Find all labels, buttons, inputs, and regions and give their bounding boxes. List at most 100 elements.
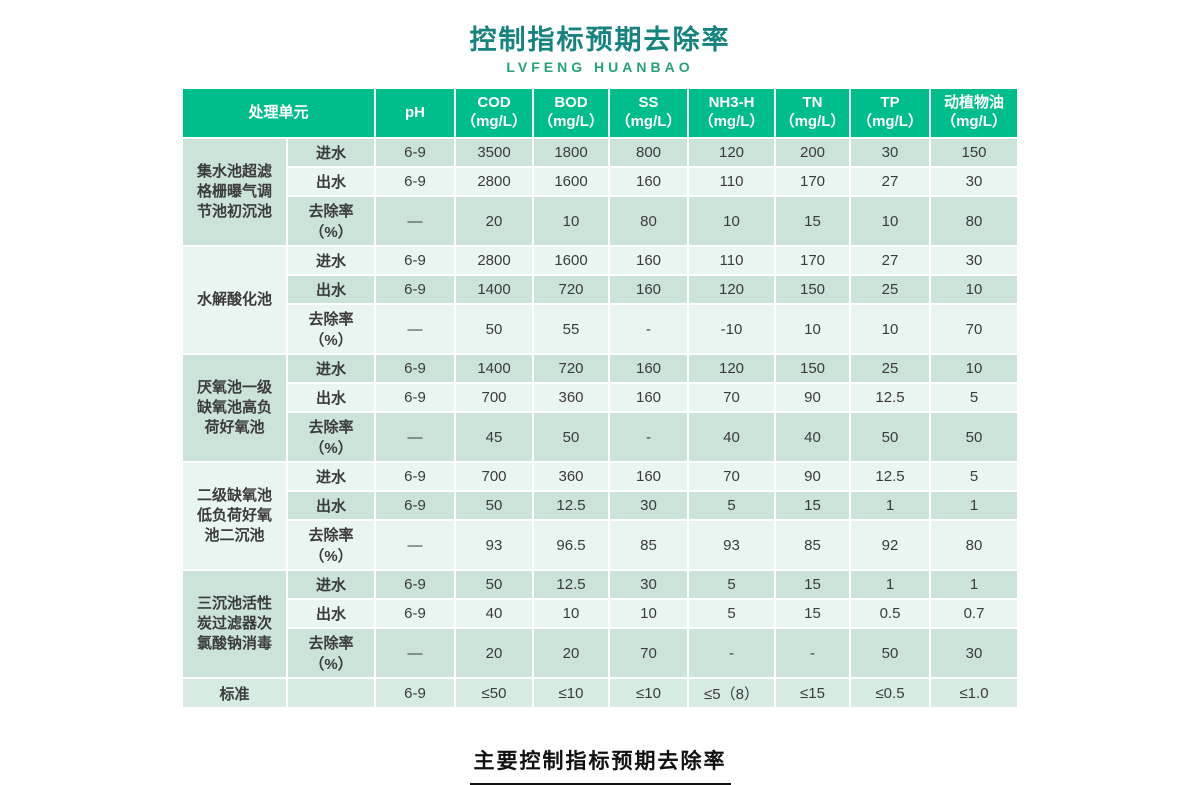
- value-cell: 70: [929, 303, 1019, 355]
- row-label: 进水: [285, 353, 377, 384]
- value-cell: 5: [687, 598, 776, 629]
- value-cell: 6-9: [374, 598, 456, 629]
- value-cell: 27: [849, 245, 931, 276]
- table-row: 出水 6-9 40 10 10 5 15 0.5 0.7: [182, 598, 1019, 629]
- value-cell: 50: [849, 627, 931, 679]
- value-cell: 6-9: [374, 245, 456, 276]
- value-cell: 5: [929, 461, 1019, 492]
- value-cell: 1600: [532, 245, 610, 276]
- standard-value-cell: ≤1.0: [929, 677, 1019, 709]
- value-cell: 120: [687, 274, 776, 305]
- row-label: 出水: [285, 166, 377, 197]
- group-label: 厌氧池一级 缺氧池高负 荷好氧池: [180, 353, 288, 463]
- header-cell-bod: BOD （mg/L）: [532, 87, 610, 139]
- value-cell: 25: [849, 353, 931, 384]
- value-cell: 6-9: [374, 166, 456, 197]
- table-row: 去除率 （%） —20 10 80 10 15 10 80: [182, 195, 1019, 247]
- value-cell: 30: [929, 166, 1019, 197]
- row-label: 去除率 （%）: [285, 627, 377, 679]
- group-label: 集水池超滤 格栅曝气调 节池初沉池: [180, 137, 288, 247]
- value-cell: —: [374, 519, 456, 571]
- group-label: 三沉池活性 炭过滤器次 氯酸钠消毒: [180, 569, 288, 679]
- value-cell: 15: [774, 195, 851, 247]
- table-row: 厌氧池一级 缺氧池高负 荷好氧池 进水 6-9 1400 720 160 120 150 25 1…: [180, 353, 1019, 463]
- value-cell: 170: [774, 245, 851, 276]
- value-cell: 720: [532, 353, 610, 384]
- value-cell: 110: [687, 245, 776, 276]
- table-row: 去除率 （%） —20 20 70- -50 30: [182, 627, 1019, 679]
- value-cell: 50: [532, 411, 610, 463]
- header-cell-nh3h: NH3-H （mg/L）: [687, 87, 776, 139]
- value-cell: 700: [454, 382, 534, 413]
- value-cell: 720: [532, 274, 610, 305]
- value-cell: -: [774, 627, 851, 679]
- value-cell: 120: [687, 137, 776, 168]
- table-row: 去除率 （%） —93 96.5 85 93 85 92 80: [182, 519, 1019, 571]
- value-cell: 6-9: [374, 353, 456, 384]
- row-label: 去除率 （%）: [285, 519, 377, 571]
- header-cell-ph: pH: [374, 87, 456, 139]
- value-cell: 1800: [532, 137, 610, 168]
- value-cell: -: [608, 303, 689, 355]
- value-cell: 20: [454, 195, 534, 247]
- row-label: 出水: [285, 490, 377, 521]
- value-cell: 3500: [454, 137, 534, 168]
- value-cell: 10: [849, 303, 931, 355]
- value-cell: 45: [454, 411, 534, 463]
- value-cell: 40: [774, 411, 851, 463]
- table-row: 出水 6-9 50 12.5 30 5 15 1 1: [182, 490, 1019, 521]
- value-cell: 1: [849, 569, 931, 600]
- value-cell: 50: [849, 411, 931, 463]
- group-label: 二级缺氧池 低负荷好氧 池二沉池: [180, 461, 288, 571]
- value-cell: 6-9: [374, 382, 456, 413]
- row-label: 出水: [285, 382, 377, 413]
- value-cell: 30: [929, 627, 1019, 679]
- value-cell: 150: [774, 353, 851, 384]
- header-cell-unit: 处理单元: [180, 87, 377, 139]
- value-cell: 360: [532, 461, 610, 492]
- removal-rate-table: 处理单元 pH COD （mg/L） BOD （mg/L） SS （mg/L） …: [180, 87, 1019, 709]
- value-cell: 96.5: [532, 519, 610, 571]
- standard-value-cell: ≤10: [532, 677, 610, 709]
- page-subtitle: LVFENG HUANBAO: [506, 59, 694, 75]
- value-cell: 0.7: [929, 598, 1019, 629]
- standard-value-cell: ≤5（8）: [687, 677, 776, 709]
- header-cell-tn: TN （mg/L）: [774, 87, 851, 139]
- value-cell: 50: [454, 569, 534, 600]
- table-row: 二级缺氧池 低负荷好氧 池二沉池 进水 6-9 700 360 160 70 90 12.5 5: [180, 461, 1019, 571]
- value-cell: 5: [687, 569, 776, 600]
- empty-cell: [285, 677, 377, 709]
- value-cell: 120: [687, 353, 776, 384]
- standard-row: 标准 6-9 ≤50 ≤10 ≤10 ≤5（8） ≤15 ≤0.5 ≤1.0: [180, 677, 1019, 709]
- value-cell: 110: [687, 166, 776, 197]
- header-block: 控制指标预期去除率 LVFENG HUANBAO: [0, 0, 1200, 75]
- value-cell: 5: [687, 490, 776, 521]
- table-row: 去除率 （%） —45 50-40 40 50 50: [182, 411, 1019, 463]
- value-cell: 80: [929, 195, 1019, 247]
- value-cell: 1400: [454, 274, 534, 305]
- value-cell: —: [374, 627, 456, 679]
- value-cell: 1: [849, 490, 931, 521]
- row-label: 去除率 （%）: [285, 195, 377, 247]
- header-cell-tp: TP （mg/L）: [849, 87, 931, 139]
- table-row: 出水 6-9 700 360 160 70 90 12.5 5: [182, 382, 1019, 413]
- value-cell: 80: [929, 519, 1019, 571]
- value-cell: 40: [454, 598, 534, 629]
- footer-title: 主要控制指标预期去除率: [469, 745, 731, 785]
- value-cell: 85: [608, 519, 689, 571]
- table-row: 出水 6-9 2800 1600 160 110 170 27 30: [182, 166, 1019, 197]
- value-cell: 160: [608, 274, 689, 305]
- value-cell: 50: [929, 411, 1019, 463]
- row-label: 出水: [285, 274, 377, 305]
- row-label: 进水: [285, 245, 377, 276]
- value-cell: 30: [849, 137, 931, 168]
- page-title: 控制指标预期去除率: [469, 25, 731, 55]
- header-cell-oil: 动植物油 （mg/L）: [929, 87, 1019, 139]
- value-cell: 6-9: [374, 274, 456, 305]
- value-cell: —: [374, 303, 456, 355]
- value-cell: 25: [849, 274, 931, 305]
- value-cell: 10: [532, 195, 610, 247]
- table-row: 水解酸化池 进水 6-9 2800 1600 160 110 170 27 30: [180, 245, 1019, 355]
- value-cell: 92: [849, 519, 931, 571]
- value-cell: 6-9: [374, 569, 456, 600]
